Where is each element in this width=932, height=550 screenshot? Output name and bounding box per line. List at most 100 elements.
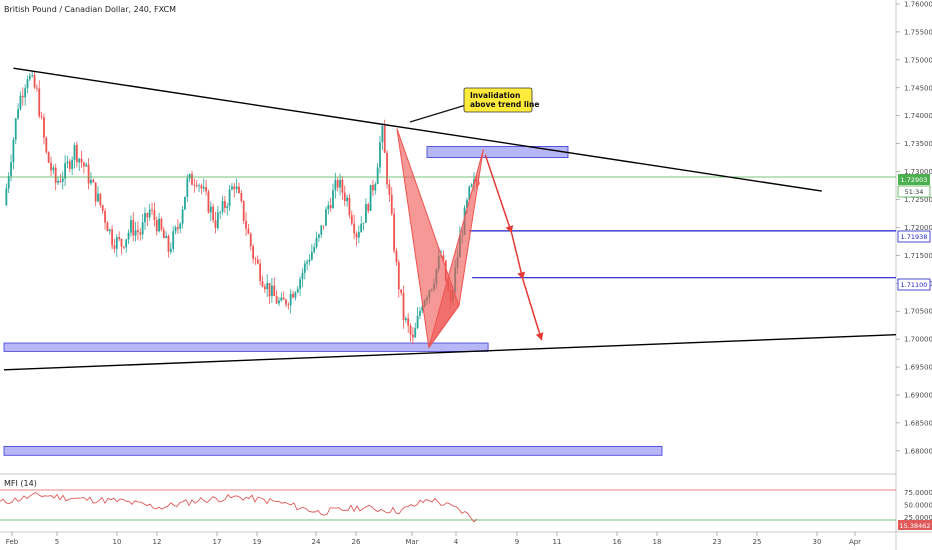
price-tick-label: 1.69500: [904, 364, 932, 372]
candle-body: [397, 262, 400, 290]
time-tick-label: 9: [515, 538, 519, 546]
price-tick-label: 1.70000: [904, 336, 932, 344]
candle-body: [228, 189, 231, 207]
time-tick-label: 23: [713, 538, 722, 546]
candle-body: [155, 220, 158, 232]
trend-line-lower-trend[interactable]: [3, 333, 897, 371]
candle-body: [303, 263, 306, 273]
trend-line-upper-trend[interactable]: [13, 67, 822, 192]
candle-body: [59, 180, 62, 182]
candle-body: [75, 144, 78, 163]
pattern-triangle-bcd[interactable]: [428, 149, 484, 348]
candle-body: [174, 227, 177, 232]
candle-body: [327, 205, 330, 210]
candle-body: [308, 259, 311, 262]
candle-body: [115, 237, 118, 249]
candle-body: [162, 229, 165, 239]
zone-bottom-band[interactable]: [3, 445, 663, 456]
candle-body: [50, 162, 52, 171]
time-tick-label: 10: [113, 538, 122, 546]
candle-body: [52, 167, 55, 171]
mfi-label: MFI (14): [4, 479, 37, 488]
candle-body: [367, 204, 370, 211]
time-tick-label: 30: [813, 538, 822, 546]
candle-body: [381, 126, 384, 143]
candle-body: [87, 164, 90, 184]
candle-body: [421, 306, 424, 312]
candle-body: [28, 75, 31, 80]
projection-arrow-3[interactable]: [522, 279, 543, 341]
candle-body: [92, 179, 95, 183]
zone-upper-resistance[interactable]: [426, 146, 569, 158]
candle-body: [346, 197, 348, 202]
candle-body: [24, 88, 27, 98]
current-price-badge: 1.72903 51:34: [897, 174, 931, 198]
candle-body: [268, 283, 271, 297]
callout-box: [463, 87, 533, 113]
candle-body: [282, 297, 285, 300]
price-tick-label: 1.74000: [904, 112, 932, 120]
candle-body: [402, 292, 405, 321]
mfi-value-label: 15.38462: [899, 522, 930, 530]
time-tick-label: 16: [613, 538, 622, 546]
candle-body: [306, 261, 309, 264]
candle-body: [301, 272, 304, 280]
candle-body: [139, 232, 142, 235]
candle-body: [275, 295, 278, 304]
candle-body: [242, 200, 245, 221]
candle-body: [40, 116, 43, 118]
candle-body: [412, 334, 414, 338]
candle-body: [273, 285, 276, 296]
candle-body: [122, 246, 125, 248]
time-tick-label: 19: [253, 538, 262, 546]
candle-body: [106, 222, 109, 232]
projection-arrow-1[interactable]: [484, 154, 513, 234]
candle-body: [310, 251, 313, 260]
candle-body: [343, 192, 346, 202]
candle-body: [78, 158, 81, 163]
candle-body: [416, 315, 419, 329]
time-tick-label: 12: [153, 538, 162, 546]
zone-lower-support[interactable]: [3, 342, 489, 352]
time-axis[interactable]: Feb 5 10 12 17 19 24 26 Mar 4 9 11 16 18 23 25 30 Apr: [6, 532, 861, 546]
chart-title: British Pound / Canadian Dollar, 240, FX…: [4, 5, 176, 14]
candle-body: [369, 184, 372, 211]
candle-body: [167, 235, 170, 252]
candle-body: [315, 237, 318, 248]
candle-body: [329, 205, 332, 209]
price-tick-label: 1.72500: [904, 196, 932, 204]
candle-body: [294, 292, 297, 298]
mfi-value-badge-bg: [898, 520, 932, 530]
candle-body: [177, 227, 179, 229]
candle-body: [10, 162, 12, 177]
projection-arrow-2[interactable]: [510, 232, 524, 280]
time-tick-label: 5: [55, 538, 59, 546]
candle-body: [414, 328, 417, 338]
candle-body: [388, 184, 391, 195]
price-tick-label: 1.73500: [904, 140, 932, 148]
candle-body: [61, 178, 64, 182]
price-tick-label: 1.75500: [904, 28, 932, 36]
candle-body: [5, 188, 8, 206]
price-tick-label: 1.72000: [904, 224, 932, 232]
mfi-line[interactable]: [0, 492, 478, 523]
candle-body: [158, 218, 160, 232]
time-tick-label: 4: [454, 538, 459, 546]
candle-body: [350, 215, 353, 224]
candle-body: [256, 259, 259, 264]
candle-body: [348, 197, 351, 216]
invalidation-callout[interactable]: Invalidation above trend line: [409, 87, 539, 123]
candle-body: [209, 206, 212, 213]
time-tick-label: 26: [352, 538, 361, 546]
candle-body: [31, 74, 34, 76]
candle-body: [252, 246, 254, 259]
candle-body: [289, 293, 292, 306]
candle-body: [263, 286, 266, 290]
time-tick-label: 11: [553, 538, 562, 546]
candle-body: [127, 232, 130, 240]
candle-body: [36, 87, 38, 89]
candle-body: [247, 228, 250, 234]
mfi-tick-label: 25.00000: [904, 514, 932, 522]
